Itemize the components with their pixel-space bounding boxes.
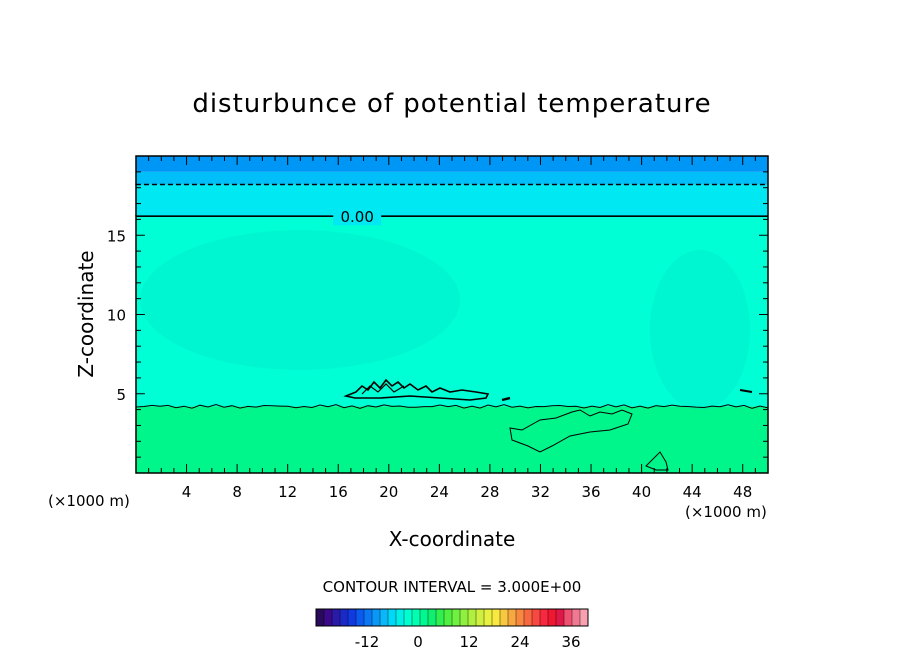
colorbar-swatch xyxy=(332,609,341,626)
x-unit-left: (×1000 m) xyxy=(48,492,130,510)
colorbar-swatch xyxy=(460,609,469,626)
colorbar-swatch xyxy=(444,609,453,626)
colorbar-swatch xyxy=(524,609,533,626)
colorbar-swatch xyxy=(348,609,357,626)
colorbar-swatch xyxy=(428,609,437,626)
colorbar-swatch xyxy=(380,609,389,626)
x-tick-label: 8 xyxy=(232,483,242,501)
chart-title: disturbunce of potential temperature xyxy=(192,89,711,119)
colorbar-swatch xyxy=(372,609,381,626)
colorbar-swatch xyxy=(324,609,333,626)
colorbar-swatch xyxy=(572,609,581,626)
field-band-0 xyxy=(136,406,768,473)
colorbar-swatch xyxy=(364,609,373,626)
colorbar-swatch xyxy=(396,609,405,626)
y-tick-label: 5 xyxy=(116,386,126,404)
colorbar: -12 0 12 24 36 xyxy=(315,608,589,651)
colorbar-swatch xyxy=(564,609,573,626)
colorbar-swatch xyxy=(356,609,365,626)
x-tick-label: 28 xyxy=(480,483,499,501)
colorbar-tick-label: 12 xyxy=(459,633,478,651)
colorbar-tick-label: 0 xyxy=(413,633,423,651)
x-tick-label: 20 xyxy=(379,483,398,501)
colorbar-swatch xyxy=(340,609,349,626)
x-tick-label: 4 xyxy=(182,483,192,501)
field-band-1 xyxy=(136,216,768,407)
colorbar-swatch xyxy=(412,609,421,626)
contour-line-2 xyxy=(135,403,769,409)
x-tick-label: 48 xyxy=(733,483,752,501)
colorbar-swatch xyxy=(580,609,589,626)
x-tick-label: 36 xyxy=(581,483,600,501)
x-tick-label: 24 xyxy=(430,483,449,501)
feature-contours xyxy=(343,378,753,471)
colorbar-tick-label: -12 xyxy=(355,633,380,651)
field-band-3 xyxy=(136,171,768,185)
x-tick-label: 32 xyxy=(531,483,550,501)
colorbar-swatch xyxy=(500,609,509,626)
colorbar-swatch xyxy=(492,609,501,626)
colorbar-tick-label: 24 xyxy=(510,633,529,651)
colorbar-swatch xyxy=(420,609,429,626)
plume-shading xyxy=(140,230,750,410)
colorbar-swatch xyxy=(476,609,485,626)
field-band-4 xyxy=(136,156,768,172)
y-tick-label: 10 xyxy=(107,307,126,325)
colorbar-swatch xyxy=(404,609,413,626)
colorbar-swatch xyxy=(316,609,325,626)
colorbar-swatch xyxy=(452,609,461,626)
y-axis-label: Z-coordinate xyxy=(74,250,98,377)
colorbar-swatch xyxy=(468,609,477,626)
colorbar-swatch xyxy=(516,609,525,626)
colorbar-swatch xyxy=(532,609,541,626)
colorbar-swatch xyxy=(388,609,397,626)
field-band-2 xyxy=(136,184,768,217)
colorbar-swatch xyxy=(484,609,493,626)
contour-label: 0.00 xyxy=(340,208,373,226)
colorbar-swatch xyxy=(436,609,445,626)
x-axis-label: X-coordinate xyxy=(389,527,516,551)
contour-interval-label: CONTOUR INTERVAL = 3.000E+00 xyxy=(323,578,582,596)
x-tick-label: 40 xyxy=(632,483,651,501)
x-unit-right: (×1000 m) xyxy=(685,503,767,521)
colorbar-swatch xyxy=(540,609,549,626)
x-tick-label: 16 xyxy=(329,483,348,501)
colorbar-swatch xyxy=(508,609,517,626)
colorbar-swatch xyxy=(548,609,557,626)
y-tick-label: 15 xyxy=(107,227,126,245)
contour-label-bg xyxy=(333,207,382,226)
colorbar-tick-label: 36 xyxy=(561,633,580,651)
x-tick-label: 44 xyxy=(683,483,702,501)
colorbar-swatch xyxy=(556,609,565,626)
x-tick-label: 12 xyxy=(278,483,297,501)
colorbar-frame xyxy=(315,608,589,627)
